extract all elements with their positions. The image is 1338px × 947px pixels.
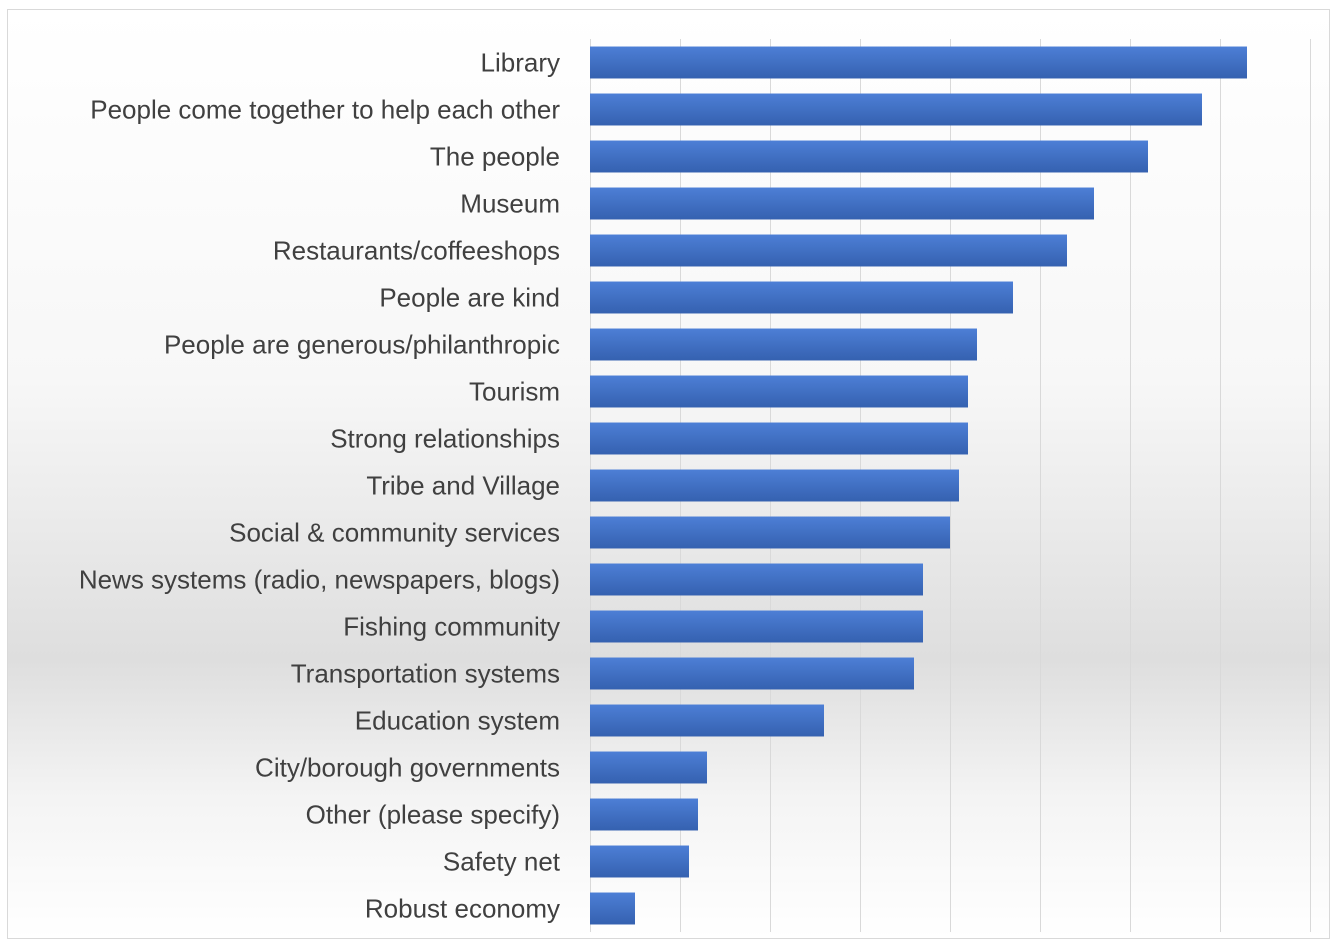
category-label: Robust economy [365,894,560,924]
bar [590,657,914,690]
category-labels: Library People come together to help each… [79,48,561,924]
category-label: People are kind [379,283,560,313]
bar [590,892,635,925]
category-label: Transportation systems [291,659,560,689]
category-label: Library [481,48,560,78]
bar [590,751,707,784]
category-label: City/borough governments [255,753,560,783]
bar [590,422,968,455]
bar [590,281,1013,314]
bar [590,516,950,549]
category-label: Tribe and Village [366,471,560,501]
bar [590,375,968,408]
category-label: The people [430,142,560,172]
bar [590,46,1247,79]
category-label: Other (please specify) [306,800,560,830]
category-label: News systems (radio, newspapers, blogs) [79,565,560,595]
bar [590,234,1067,267]
bar [590,798,698,831]
bar [590,187,1094,220]
category-label: Museum [460,189,560,219]
category-label: Education system [355,706,560,736]
category-label: People are generous/philanthropic [164,330,560,360]
category-label: Strong relationships [330,424,560,454]
bar [590,610,923,643]
category-label: People come together to help each other [90,95,560,125]
category-label: Fishing community [343,612,560,642]
category-label: Safety net [443,847,561,877]
bar [590,469,959,502]
bar [590,845,689,878]
bar [590,328,977,361]
bar [590,563,923,596]
bars [590,46,1247,925]
category-label: Restaurants/coffeeshops [273,236,560,266]
bar [590,93,1202,126]
category-label: Social & community services [229,518,560,548]
category-label: Tourism [469,377,560,407]
bar [590,140,1148,173]
bar [590,704,824,737]
